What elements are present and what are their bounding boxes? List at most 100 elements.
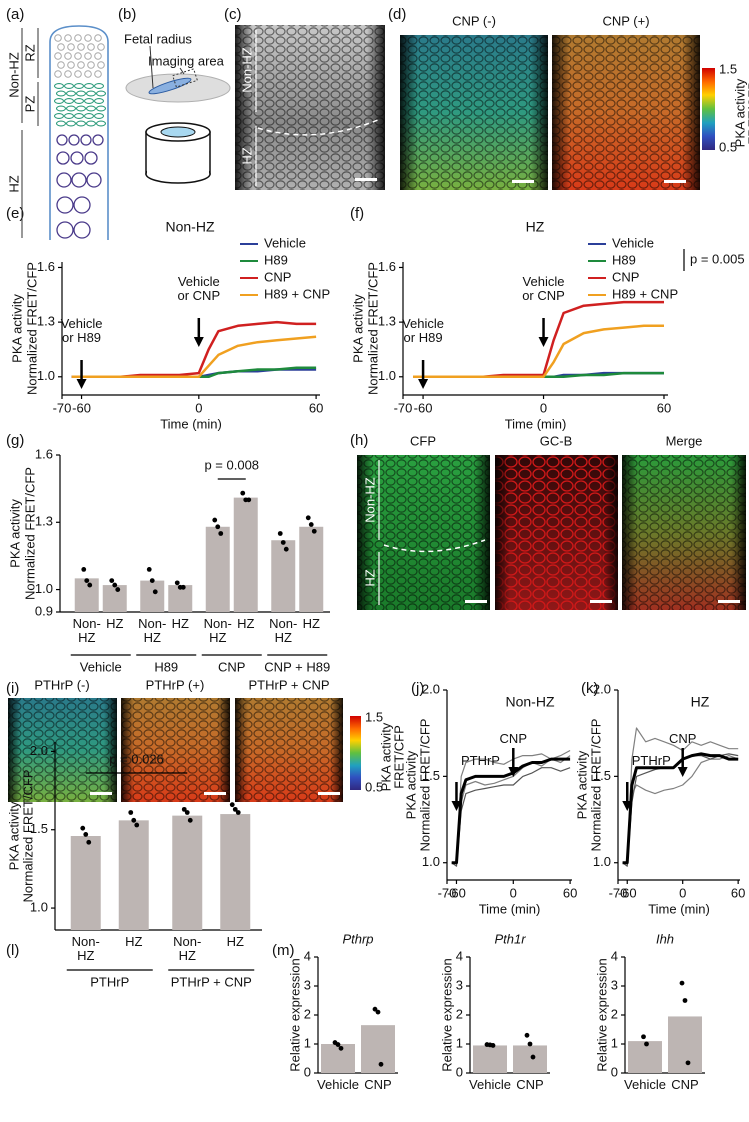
x-tick-label: -70 xyxy=(609,885,628,900)
data-point xyxy=(305,515,311,521)
zone-label: HZ xyxy=(362,569,377,586)
data-point xyxy=(682,998,688,1003)
series-line xyxy=(451,757,571,865)
panel-letter: (f) xyxy=(350,205,364,222)
resting-cell xyxy=(87,43,95,51)
resting-cell xyxy=(57,43,65,51)
x-tick-label: HZ xyxy=(302,617,320,631)
data-point xyxy=(229,802,235,808)
legend-label: Vehicle xyxy=(612,235,654,250)
group-label: PTHrP xyxy=(90,974,129,989)
annotation: Vehicle or H89 xyxy=(402,317,445,345)
proliferative-cell xyxy=(85,105,97,112)
group-label: CNP xyxy=(218,659,245,674)
x-tick-label-box: Vehicle xyxy=(469,1078,511,1092)
annotation: Vehicle or CNP xyxy=(177,275,221,303)
panel-letter: (l) xyxy=(6,942,19,959)
y-tick-label: 0 xyxy=(456,1064,463,1079)
image-title: Merge xyxy=(666,433,703,448)
y-tick-label: 2 xyxy=(611,1006,618,1021)
x-axis-label: Time (min) xyxy=(479,901,541,916)
x-tick-label: Non-HZ xyxy=(173,935,202,963)
bar xyxy=(321,1044,355,1073)
resting-cell xyxy=(77,43,85,51)
series-line xyxy=(451,767,571,867)
data-point xyxy=(80,825,86,831)
y-tick-label: 1.6 xyxy=(378,259,396,274)
panel-letter: (k) xyxy=(581,680,599,697)
zone-label: RZ xyxy=(22,44,37,61)
colorbar-label: FRET/CFP xyxy=(745,81,749,145)
x-tick-label: Non-HZ xyxy=(71,935,100,963)
chart-title: Non-HZ xyxy=(505,694,554,710)
panel-letter: (g) xyxy=(6,432,24,449)
zone-label: Non-HZ xyxy=(362,477,377,523)
data-point xyxy=(215,524,221,530)
scale-bar xyxy=(204,792,226,795)
x-tick-label-box: Non-HZ xyxy=(73,617,101,645)
data-point xyxy=(490,1043,496,1048)
x-tick-label-box: Non-HZ xyxy=(71,935,100,963)
hypertrophic-cell xyxy=(92,134,104,146)
scale-bar xyxy=(718,600,740,603)
scale-bar xyxy=(465,600,487,603)
bar xyxy=(299,526,324,612)
legend-label: H89 xyxy=(264,252,288,267)
annotation-box: CNP xyxy=(500,732,527,746)
resting-cell xyxy=(97,43,105,51)
image-title: PTHrP + CNP xyxy=(248,677,329,692)
data-point xyxy=(378,1061,384,1067)
image-title: CNP (+) xyxy=(602,13,649,28)
data-point xyxy=(338,1045,344,1051)
data-point xyxy=(83,832,89,837)
bar xyxy=(513,1045,547,1073)
zone-label: HZ xyxy=(6,175,21,192)
y-axis-label: Relative expression xyxy=(439,958,454,1071)
y-axis-label: Normalized FRET/CFP xyxy=(22,467,37,600)
resting-cell xyxy=(64,70,72,78)
micrograph-edge xyxy=(495,455,618,610)
resting-cell xyxy=(64,52,72,60)
data-point xyxy=(149,578,155,583)
hypertrophic-cell xyxy=(56,172,72,188)
y-tick-label: 3 xyxy=(304,977,311,992)
legend-label: H89 xyxy=(612,252,636,267)
proliferative-cell xyxy=(53,113,65,119)
proliferative-cell xyxy=(73,113,85,119)
proliferative-cell xyxy=(53,98,65,104)
colorbar-label: PKA activity xyxy=(732,78,747,147)
colorbar-label: FRET/CFP xyxy=(391,725,406,789)
y-tick-label: 4 xyxy=(611,948,618,963)
x-tick-label: Non-HZ xyxy=(269,617,298,645)
data-point xyxy=(685,1060,691,1066)
resting-cell xyxy=(97,61,105,69)
annotation: CNP xyxy=(668,732,697,746)
data-point xyxy=(184,810,190,815)
x-tick-label-box: CNP xyxy=(671,1078,698,1092)
data-point xyxy=(311,528,317,534)
objective-mask xyxy=(147,160,209,174)
x-tick-label: 0 xyxy=(510,885,517,900)
y-tick-label: 3 xyxy=(611,977,618,992)
panel-letter: (h) xyxy=(350,432,368,449)
y-tick-label: 1.5 xyxy=(30,821,48,836)
chart-title: Pth1r xyxy=(494,931,526,946)
y-axis-label: Relative expression xyxy=(594,958,609,1071)
data-point xyxy=(530,1054,536,1060)
data-point xyxy=(527,1041,533,1047)
leader xyxy=(179,67,185,75)
x-tick-label: CNP xyxy=(516,1078,544,1092)
zone-border xyxy=(257,119,379,136)
data-point xyxy=(112,582,118,588)
proliferative-cell xyxy=(75,105,87,112)
zone-label: Non-HZ xyxy=(239,47,254,93)
hypertrophic-cell xyxy=(73,196,91,214)
y-tick-label: 1.6 xyxy=(37,259,55,274)
resting-cell xyxy=(74,34,82,42)
x-tick-label: -60 xyxy=(447,885,466,900)
data-point xyxy=(87,582,93,588)
y-tick-label: 1.5 xyxy=(422,768,440,783)
hypertrophic-cell xyxy=(71,172,87,188)
